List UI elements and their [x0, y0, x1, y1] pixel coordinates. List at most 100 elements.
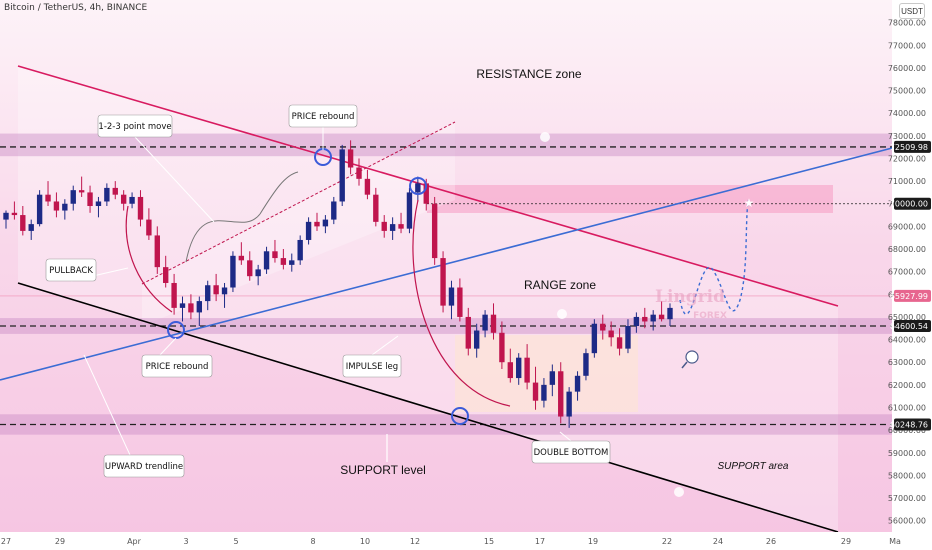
candle-body — [11, 212, 18, 216]
projection-path — [679, 199, 749, 315]
price-axis-panel — [892, 0, 932, 550]
candle-body — [247, 260, 253, 277]
candle-body — [667, 307, 673, 320]
candle-body — [171, 282, 177, 308]
price-tick-label: 69000.00 — [888, 222, 926, 231]
candle-body — [516, 357, 522, 379]
price-tick-label: 62000.00 — [888, 381, 926, 390]
candle-body — [331, 201, 337, 220]
resistance-zone-label: RESISTANCE zone — [476, 67, 581, 81]
time-tick-label: 29 — [55, 537, 65, 546]
time-tick-label: 17 — [535, 537, 545, 546]
callout-upward-trendline-text: UPWARD trendline — [105, 462, 183, 472]
candle-body — [473, 330, 480, 349]
time-tick-label: 15 — [484, 537, 494, 546]
candle-body — [608, 330, 614, 338]
candle-body — [104, 187, 110, 202]
123-projection — [141, 121, 456, 285]
candle-body — [314, 221, 320, 227]
currency-button[interactable]: USDT — [899, 3, 925, 19]
price-tick-label: 61000.00 — [888, 403, 926, 412]
123-move-arrow — [185, 171, 299, 263]
callout-price-rebound-top-text: PRICE rebound — [292, 112, 355, 122]
candle-body — [230, 255, 236, 288]
candle-body — [423, 183, 429, 204]
price-tick-label: 76000.00 — [888, 64, 926, 73]
price-label-badge — [894, 289, 931, 302]
lingrid-watermark: Lingrid FOREX — [655, 287, 727, 321]
candle-body — [163, 267, 169, 283]
time-tick-label: 8 — [310, 537, 315, 546]
candle-body — [339, 149, 345, 202]
candle-body — [532, 382, 539, 401]
callout-123-text: 1-2-3 point move — [98, 122, 171, 132]
candle-body — [465, 316, 471, 349]
candle-body — [70, 190, 76, 204]
callout-price-rebound-bottom: PRICE rebound — [141, 354, 213, 378]
candle-body — [490, 314, 497, 333]
candle-body — [62, 203, 68, 211]
candle-body — [650, 314, 656, 322]
price-label-badge — [894, 140, 931, 153]
price-tick-label: 60000.00 — [888, 426, 926, 435]
candle-body — [356, 167, 362, 179]
candle-body — [616, 337, 623, 349]
price-tick-label: 64000.00 — [888, 336, 926, 345]
candle-body — [373, 194, 379, 222]
event-icon — [540, 132, 550, 142]
time-tick-label: 27 — [1, 537, 11, 546]
123-shade — [142, 122, 455, 326]
event-icon — [557, 309, 567, 319]
candle-body — [448, 287, 455, 306]
price-tick-label: 78000.00 — [888, 19, 926, 28]
candle-body — [541, 384, 547, 401]
candle-body — [625, 325, 631, 349]
candle-body — [347, 149, 354, 168]
candle-body — [549, 371, 556, 385]
impulse-arrow — [412, 199, 511, 407]
candle-body — [45, 194, 51, 202]
time-tick-label: 29 — [841, 537, 851, 546]
time-tick-label: 5 — [233, 537, 238, 546]
callout-pointer — [159, 337, 177, 356]
candle-body — [213, 285, 219, 295]
candle-body — [658, 314, 665, 320]
price-tick-label: 68000.00 — [888, 245, 926, 254]
callout-pointer — [134, 136, 215, 223]
star-icon: ★ — [744, 196, 755, 210]
price-label-text: 60248.76 — [890, 420, 928, 429]
price-tick-label: 74000.00 — [888, 109, 926, 118]
range-zone-label: RANGE zone — [524, 278, 596, 292]
candle-body — [398, 224, 404, 229]
watermark-sub: FOREX — [693, 311, 727, 321]
candle-body — [154, 235, 160, 268]
candle-body — [146, 219, 152, 236]
candle-body — [440, 258, 446, 306]
price-label-badge — [894, 319, 931, 332]
candle-body — [205, 285, 211, 302]
time-tick-label: 10 — [360, 537, 370, 546]
price-tick-label: 57000.00 — [888, 494, 926, 503]
callout-upward-trendline: UPWARD trendline — [103, 454, 185, 478]
callout-pointer — [559, 431, 572, 442]
time-axis-panel — [0, 532, 932, 550]
callout-pointer — [83, 354, 131, 456]
candle-body — [558, 371, 564, 417]
candle-body — [87, 192, 93, 207]
candle-body — [137, 196, 144, 220]
callout-price-rebound-bottom-text: PRICE rebound — [146, 362, 209, 372]
candle-body — [499, 332, 505, 363]
callout-pullback-text: PULLBACK — [49, 266, 93, 276]
event-icon — [674, 487, 684, 497]
time-tick-label: Ma — [889, 537, 901, 546]
candle-body — [280, 258, 287, 265]
candle-body — [179, 303, 186, 308]
magnifier-handle — [681, 361, 688, 369]
candle-body — [381, 221, 387, 231]
pullback-arrow — [125, 205, 173, 313]
candle-body — [3, 212, 9, 220]
callout-double-bottom-text: DOUBLE BOTTOM — [534, 448, 609, 458]
candle-body — [36, 194, 43, 225]
candle-body — [457, 287, 463, 317]
